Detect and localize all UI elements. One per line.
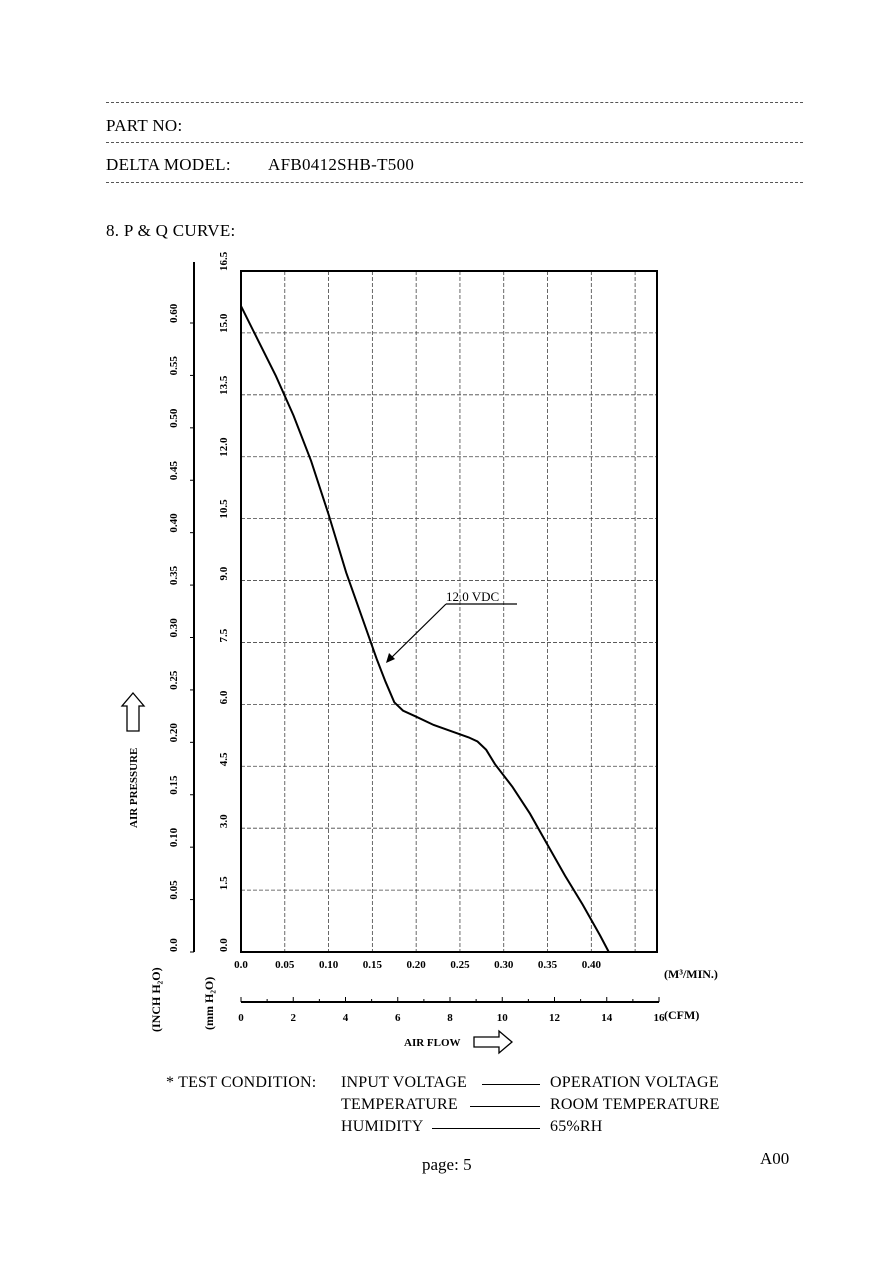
- y-tick-label-mm: 7.5: [218, 628, 230, 642]
- part-no-label: PART NO:: [106, 116, 183, 135]
- y-tick-label-mm: 15.0: [218, 313, 230, 333]
- x-tick-label-cfm: 0: [238, 1012, 244, 1024]
- plot-frame: [240, 270, 658, 953]
- test-row-input-voltage-value: OPERATION VOLTAGE: [550, 1074, 719, 1091]
- x-tick-label-cfm: 2: [291, 1012, 297, 1024]
- page-number: page: 5: [422, 1155, 472, 1174]
- series-line-12vdc: [240, 305, 610, 953]
- x-tick-label-m3: 0.20: [407, 959, 427, 971]
- y-tick-label-inch: 0.25: [168, 670, 180, 690]
- x-tick-label-m3: 0.05: [275, 959, 295, 971]
- header-rule-bottom: [106, 182, 803, 183]
- y-tick-label-mm: 13.5: [218, 375, 230, 395]
- y-tick-label-mm: 3.0: [218, 814, 230, 828]
- y-tick-label-inch: 0.35: [168, 565, 180, 585]
- test-row-humidity-leader: [432, 1128, 540, 1129]
- axis-ticks: 0.0 1.5 3.0 4.5 6.0 7.5 9.0 10.5 12.0 13.5 15.0 16.…: [168, 251, 665, 1024]
- test-condition-label: * TEST CONDITION:: [166, 1074, 317, 1091]
- chart-grid: [241, 271, 657, 952]
- y-tick-label-inch: 0.0: [168, 938, 180, 952]
- delta-model-value: AFB0412SHB-T500: [268, 155, 415, 174]
- x-tick-label-m3: 0.15: [363, 959, 383, 971]
- x-tick-label-m3: 0.0: [234, 959, 248, 971]
- x-tick-label-cfm: 10: [497, 1012, 509, 1024]
- annotation-leader: [387, 603, 447, 662]
- y-tick-label-mm: 12.0: [218, 437, 230, 457]
- header-rule-middle: [106, 142, 803, 143]
- x-axis-title: AIR FLOW: [404, 1037, 461, 1049]
- y-tick-label-mm: 0.0: [218, 938, 230, 952]
- y-tick-label-inch: 0.50: [168, 408, 180, 428]
- annotation-arrowhead: [386, 653, 395, 663]
- y-axis-title: AIR PRESSURE: [128, 748, 140, 828]
- x-tick-label-m3: 0.40: [582, 959, 602, 971]
- y-tick-label-inch: 0.30: [168, 618, 180, 638]
- test-row-humidity-value: 65%RH: [550, 1118, 603, 1135]
- x-tick-label-m3: 0.35: [538, 959, 558, 971]
- test-row-temperature-name: TEMPERATURE: [341, 1096, 458, 1113]
- air-flow-arrow-icon: [473, 1029, 514, 1055]
- x-tick-label-cfm: 12: [549, 1012, 561, 1024]
- y-tick-label-mm: 10.5: [218, 499, 230, 519]
- annotation-label: 12.0 VDC: [446, 589, 499, 604]
- x-unit-m3: (M³/MIN.): [664, 967, 718, 981]
- y-tick-label-inch: 0.55: [168, 356, 180, 376]
- revision-code: A00: [760, 1149, 790, 1168]
- y-tick-label-mm: 1.5: [218, 876, 230, 890]
- test-row-humidity-name: HUMIDITY: [341, 1118, 424, 1135]
- y-tick-label-mm: 4.5: [218, 752, 230, 766]
- y-tick-label-mm: 6.0: [218, 690, 230, 704]
- delta-model-label: DELTA MODEL:: [106, 155, 231, 174]
- y-tick-label-inch: 0.15: [168, 775, 180, 795]
- test-row-temperature-leader: [470, 1106, 540, 1107]
- x-unit-cfm: (CFM): [664, 1008, 699, 1022]
- section-title: 8. P & Q CURVE:: [106, 221, 236, 240]
- x-tick-label-m3: 0.10: [319, 959, 339, 971]
- air-pressure-arrow-icon: [120, 691, 146, 732]
- header-rule-top: [106, 102, 803, 103]
- test-row-input-voltage-name: INPUT VOLTAGE: [341, 1074, 467, 1091]
- y-tick-label-inch: 0.10: [168, 827, 180, 847]
- x-tick-label-cfm: 8: [447, 1012, 453, 1024]
- x-tick-label-cfm: 4: [343, 1012, 349, 1024]
- x-tick-label-m3: 0.30: [494, 959, 514, 971]
- y-tick-label-inch: 0.60: [168, 303, 180, 323]
- x-tick-label-m3: 0.25: [450, 959, 470, 971]
- y-unit-mm: (mm H₂O): [202, 977, 216, 1030]
- y-tick-label-inch: 0.40: [168, 513, 180, 533]
- y-tick-label-mm: 9.0: [218, 566, 230, 580]
- x-tick-label-cfm: 6: [395, 1012, 401, 1024]
- test-row-input-voltage-leader: [482, 1084, 540, 1085]
- test-row-temperature-value: ROOM TEMPERATURE: [550, 1096, 720, 1113]
- y-tick-label-inch: 0.45: [168, 461, 180, 481]
- y-tick-label-inch: 0.20: [168, 723, 180, 743]
- y-unit-inch: (INCH H₂O): [149, 967, 163, 1032]
- x-tick-label-cfm: 14: [601, 1012, 613, 1024]
- y-tick-label-mm: 16.5: [218, 251, 230, 271]
- y-tick-label-inch: 0.05: [168, 880, 180, 900]
- x-tick-label-cfm: 16: [654, 1012, 666, 1024]
